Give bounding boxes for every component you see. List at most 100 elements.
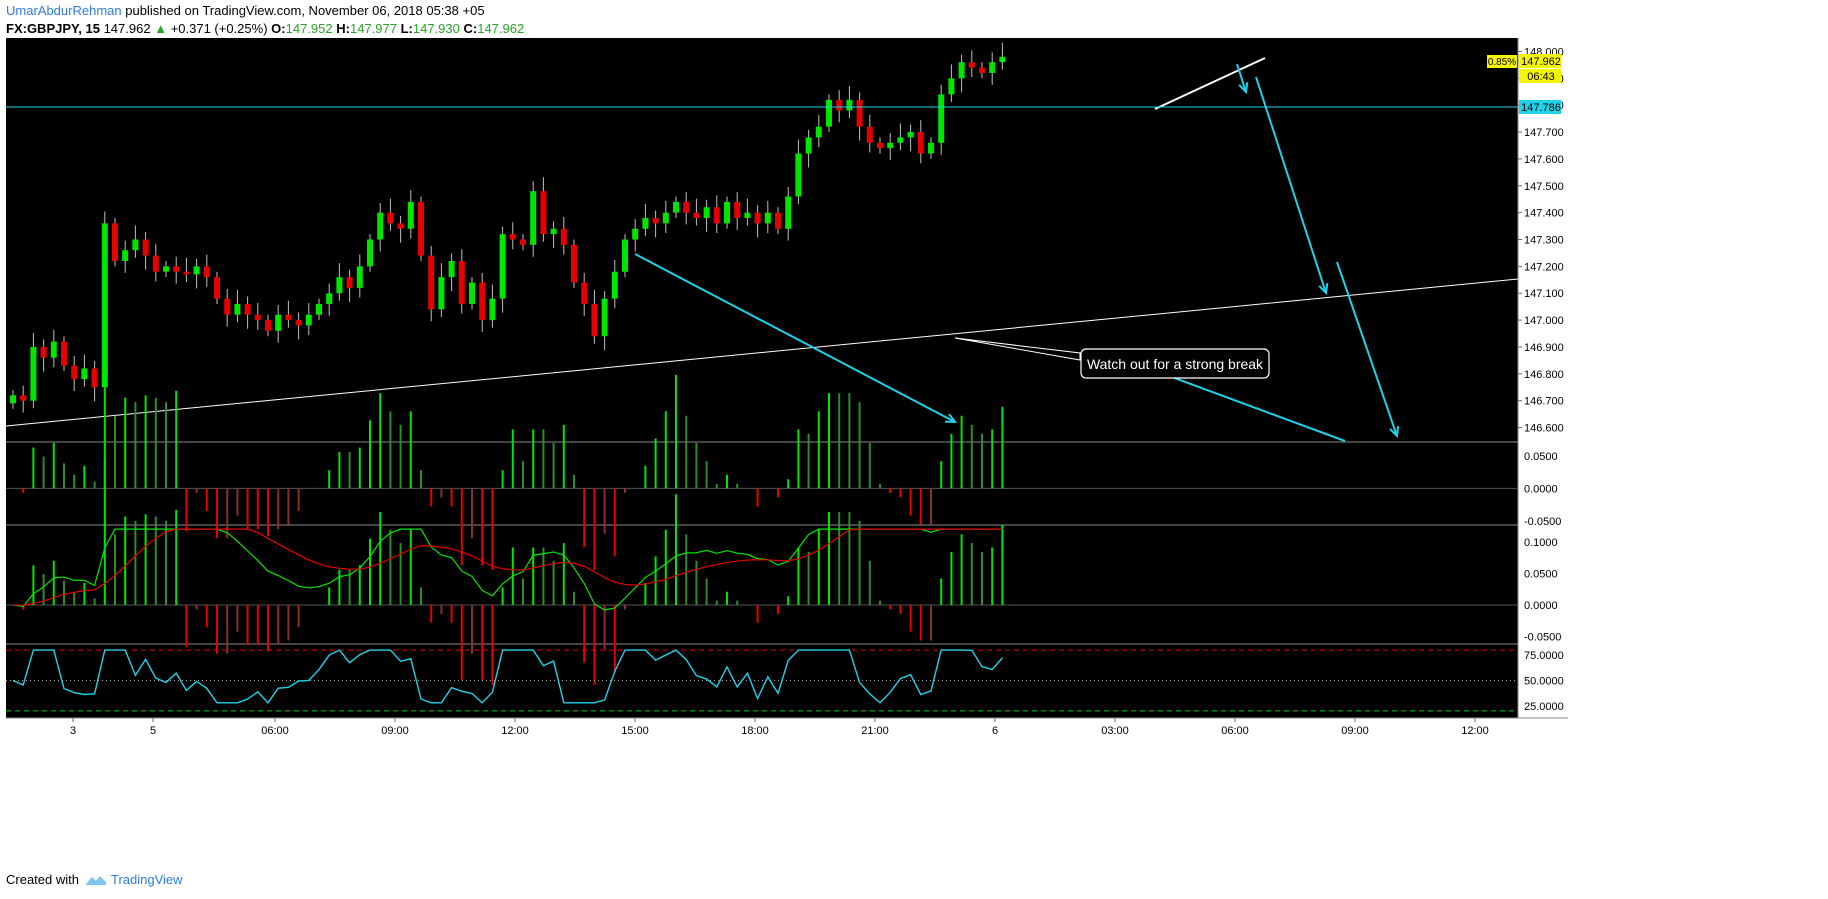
candle-body (662, 212, 669, 224)
arrowhead (1389, 425, 1400, 439)
arrowhead (944, 413, 958, 424)
time-tick-label: 12:00 (1461, 725, 1489, 737)
candle-body (30, 346, 37, 401)
candle-body (948, 78, 955, 95)
candle-body (20, 395, 27, 401)
candle-body (214, 277, 220, 299)
candle-body (805, 137, 812, 154)
candle-body (50, 341, 57, 358)
candle-body (448, 260, 455, 278)
candle-body (979, 67, 985, 73)
candle-body (397, 223, 404, 229)
open-label: O: (271, 21, 286, 36)
plot-background (6, 38, 1518, 718)
candle-body (122, 250, 129, 261)
candle-body (112, 223, 118, 261)
candle-body (652, 218, 659, 224)
rsi-tick-label: 25.0000 (1524, 701, 1564, 713)
osc1-tick-label: 0.0000 (1524, 483, 1558, 495)
price-tick-label: 147.100 (1524, 288, 1564, 300)
candle-body (377, 212, 384, 240)
candle-body (61, 341, 67, 366)
candle-body (622, 239, 628, 272)
candle-body (540, 191, 547, 235)
candle-body (10, 395, 16, 404)
candle-body (713, 207, 720, 224)
time-tick-label: 15:00 (621, 725, 649, 737)
candle-body (305, 314, 312, 326)
candle-body (560, 228, 567, 245)
close-value: 147.962 (477, 21, 525, 36)
rising-trendline (1154, 57, 1266, 110)
tradingview-brand: TradingView (110, 872, 183, 887)
last-price-badge (1519, 54, 1561, 68)
time-tick-label: 09:00 (1341, 725, 1369, 737)
author-link[interactable]: UmarAbdurRehman (6, 3, 122, 18)
candle-body (520, 239, 526, 245)
candle-body (846, 99, 853, 111)
candle-body (173, 266, 180, 272)
level-badge (1519, 100, 1561, 114)
countdown-badge (1519, 69, 1561, 83)
high-value: 147.977 (349, 21, 397, 36)
time-tick-label: 12:00 (501, 725, 529, 737)
footer: Created with TradingView (6, 872, 183, 887)
candle-body (254, 314, 261, 321)
tradingview-link[interactable]: TradingView (85, 872, 183, 887)
support-trendline (5, 278, 1519, 427)
candle-body (815, 126, 822, 138)
candle-body (275, 314, 282, 331)
tradingview-logo-icon (85, 875, 106, 885)
time-tick-label: 09:00 (381, 725, 409, 737)
candle-body (346, 277, 353, 288)
time-tick-label: 21:00 (861, 725, 889, 737)
time-tick-label: 06:00 (261, 725, 289, 737)
candle-body (632, 228, 639, 240)
candle-body (163, 266, 169, 272)
candle-body (418, 201, 424, 256)
last-price-badge-text: 147.962 (1521, 56, 1561, 68)
candle-body (265, 320, 271, 331)
candle-body (458, 260, 465, 304)
candle-body (152, 255, 159, 272)
candle-body (356, 266, 363, 288)
callout-pointer (954, 337, 1081, 361)
candle-body (989, 62, 996, 73)
projection-arrow (1255, 76, 1327, 294)
time-tick-label: 6 (992, 725, 998, 737)
time-tick-label: 3 (70, 725, 76, 737)
projection-arrow (1236, 63, 1247, 93)
candle-body (550, 228, 557, 235)
high-label: H: (336, 21, 350, 36)
price-tick-label: 147.400 (1524, 208, 1564, 220)
price-tick-label: 147.300 (1524, 235, 1564, 247)
price-tick-label: 146.800 (1524, 369, 1564, 381)
price-tick-label: 147.500 (1524, 181, 1564, 193)
candle-body (928, 142, 934, 154)
callout-text: Watch out for a strong break (1087, 356, 1264, 372)
osc2-tick-label: 0.1000 (1524, 537, 1558, 549)
candle-body (591, 303, 598, 337)
candle-body (826, 99, 832, 127)
price-tick-label: 147.600 (1524, 154, 1564, 166)
candle-body (203, 266, 210, 278)
candle-body (673, 201, 679, 213)
up-arrow-icon: ▲ (154, 21, 168, 36)
candle-body (764, 212, 771, 224)
percent-badge-text: 0.85% (1488, 57, 1516, 68)
arrowhead (1238, 81, 1249, 95)
candle-body (224, 298, 231, 315)
candle-body (611, 271, 618, 299)
candle-body (407, 201, 414, 229)
candle-body (530, 191, 537, 245)
candle-body (744, 212, 751, 219)
candle-body (642, 218, 649, 229)
candle-body (683, 201, 690, 213)
price-tick-label: 146.600 (1524, 423, 1564, 435)
time-tick-label: 06:00 (1221, 725, 1249, 737)
low-value: 147.930 (412, 21, 460, 36)
candle-body (999, 56, 1006, 63)
candle-body (244, 303, 251, 315)
candle-body (897, 137, 904, 143)
